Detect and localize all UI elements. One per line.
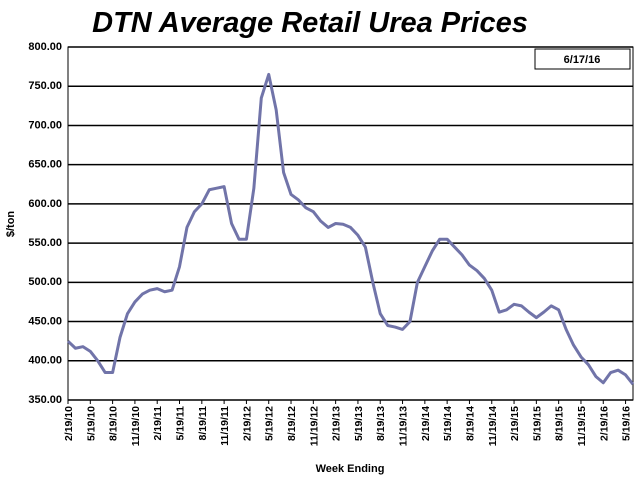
x-tick-label: 2/19/10 (63, 406, 75, 441)
y-axis-title: $/ton (5, 211, 17, 238)
x-tick-label: 2/19/15 (509, 406, 521, 441)
x-tick-label: 11/19/15 (576, 406, 588, 446)
y-tick-label: 550.00 (28, 237, 62, 249)
x-axis-title: Week Ending (316, 463, 385, 475)
y-tick-label: 400.00 (28, 355, 62, 367)
y-tick-label: 500.00 (28, 276, 62, 288)
y-tick-label: 700.00 (28, 119, 62, 131)
x-tick-label: 8/19/14 (464, 406, 476, 441)
y-tick-label: 350.00 (28, 394, 62, 406)
x-tick-label: 5/19/12 (264, 406, 276, 441)
x-tick-label: 11/19/14 (487, 406, 499, 446)
x-tick-label: 8/19/15 (554, 406, 566, 441)
x-tick-label: 2/19/11 (152, 406, 164, 441)
x-tick-label: 2/19/16 (598, 406, 610, 441)
x-tick-label: 2/19/14 (420, 406, 432, 441)
x-tick-label: 5/19/10 (85, 406, 97, 441)
x-tick-label: 5/19/15 (531, 406, 543, 441)
x-tick-label: 11/19/13 (398, 406, 410, 446)
y-tick-label: 450.00 (28, 315, 62, 327)
y-tick-label: 600.00 (28, 198, 62, 210)
x-tick-label: 5/19/11 (175, 406, 187, 441)
x-tick-label: 2/19/13 (331, 406, 343, 441)
x-tick-label: 8/19/11 (197, 406, 209, 441)
plot-area (67, 46, 634, 401)
x-tick-label: 2/19/12 (241, 406, 253, 441)
annotation: 6/17/16 (564, 54, 601, 66)
y-tick-label: 750.00 (28, 80, 62, 92)
x-tick-label: 5/19/16 (621, 406, 633, 441)
x-tick-label: 8/19/13 (375, 406, 387, 441)
y-tick-label: 650.00 (28, 159, 62, 171)
x-tick-label: 11/19/11 (219, 406, 231, 446)
price-line (66, 72, 635, 386)
x-tick-label: 11/19/12 (308, 406, 320, 446)
x-tick-label: 8/19/10 (108, 406, 120, 441)
x-tick-label: 5/19/13 (353, 406, 365, 441)
chart-title: DTN Average Retail Urea Prices (92, 7, 528, 39)
annotation-box (534, 48, 631, 70)
y-tick-label: 800.00 (28, 41, 62, 53)
x-tick-label: 8/19/12 (286, 406, 298, 441)
x-tick-label: 11/19/10 (130, 406, 142, 446)
x-tick-label: 5/19/14 (442, 406, 454, 441)
